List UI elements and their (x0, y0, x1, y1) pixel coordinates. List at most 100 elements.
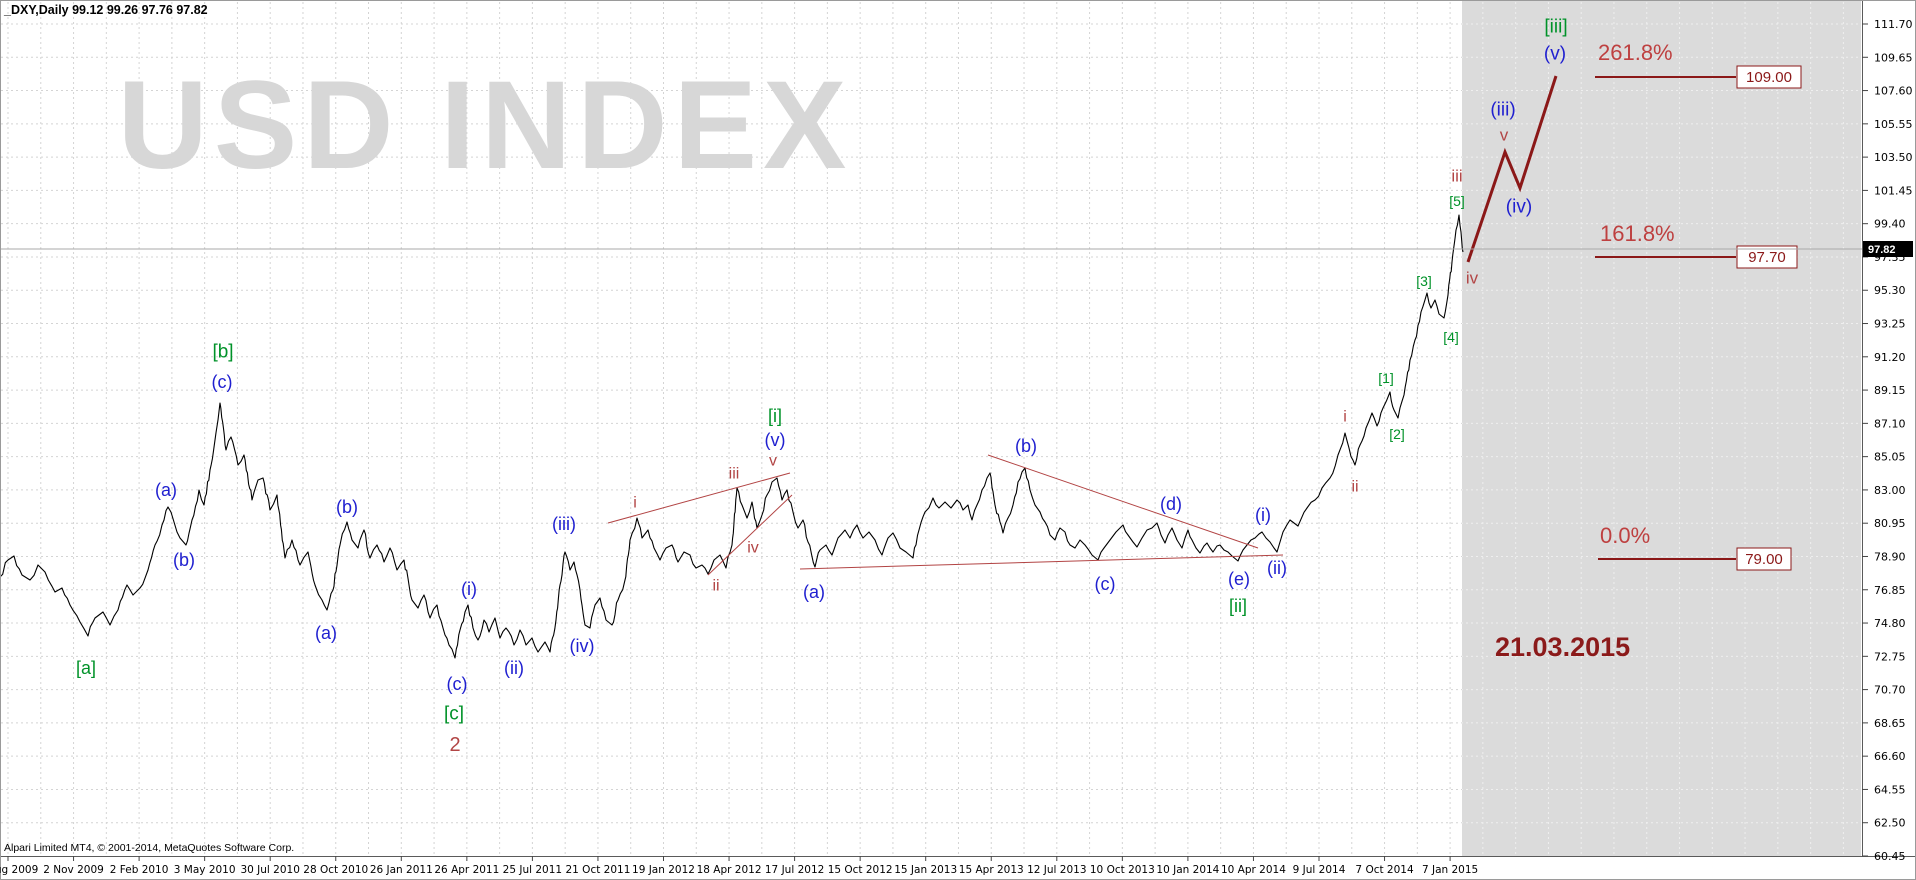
x-axis-label: 18 Apr 2012 (697, 864, 762, 876)
wave-label[interactable]: (e) (1228, 569, 1250, 589)
wave-label[interactable]: [b] (212, 342, 233, 363)
price-series[interactable] (0, 214, 1464, 659)
price-line[interactable] (0, 214, 1464, 659)
y-axis-label: 85.05 (1874, 451, 1906, 464)
watermark: USD INDEX (118, 56, 853, 195)
wave-label[interactable]: (d) (1160, 494, 1182, 514)
wave-label[interactable]: (c) (1095, 574, 1116, 594)
wave-label[interactable]: [1] (1378, 370, 1394, 386)
y-axis-label: 68.65 (1874, 717, 1906, 730)
x-axis-label: 15 Apr 2013 (959, 864, 1024, 876)
wave-label[interactable]: (iii) (552, 514, 576, 534)
current-price-tag (1863, 241, 1913, 257)
wave-label[interactable]: (a) (315, 623, 337, 643)
y-axis-label: 87.10 (1874, 417, 1906, 430)
y-axis-label: 109.65 (1874, 51, 1913, 64)
future-zone (1462, 1, 1861, 856)
x-axis-label: 28 Oct 2010 (303, 864, 368, 876)
wave-label[interactable]: v (769, 453, 777, 470)
fib-level-label: 261.8% (1598, 40, 1673, 65)
wave-label[interactable]: [5] (1449, 193, 1465, 209)
trendline[interactable] (607, 472, 791, 524)
wave-label[interactable]: iv (747, 540, 759, 557)
wave-label[interactable]: [3] (1416, 273, 1432, 289)
wave-label[interactable]: (a) (155, 480, 177, 500)
y-axis-label: 66.60 (1874, 750, 1906, 763)
wave-label[interactable]: iv (1466, 269, 1479, 288)
x-axis-label: 15 Jan 2013 (894, 864, 957, 876)
fib-price-box[interactable] (1736, 65, 1802, 89)
wave-label[interactable]: 2 (449, 734, 460, 756)
wave-label[interactable]: ii (1351, 479, 1358, 496)
x-axis-label: 25 Jul 2011 (503, 864, 562, 876)
wave-label[interactable]: ii (712, 578, 719, 595)
y-axis-label: 107.60 (1874, 85, 1913, 98)
x-axis-label: 2 Feb 2010 (110, 864, 169, 876)
wave-label[interactable]: (v) (765, 430, 786, 450)
wave-label[interactable]: i (1343, 409, 1347, 426)
y-axis-label: 105.55 (1874, 118, 1913, 131)
trendline[interactable] (987, 454, 1259, 549)
wave-label[interactable]: (iii) (1490, 100, 1515, 121)
wave-label[interactable]: [2] (1389, 426, 1405, 442)
x-axis-label: 15 Oct 2012 (828, 864, 893, 876)
wave-label[interactable]: (ii) (1267, 558, 1287, 578)
y-axis-label: 80.95 (1874, 517, 1906, 530)
wave-label[interactable]: (iv) (570, 636, 595, 656)
wave-label[interactable]: (b) (1015, 436, 1037, 456)
wave-label[interactable]: (ii) (504, 658, 524, 678)
forecast-projection-line[interactable] (1466, 75, 1558, 263)
wave-label[interactable]: [i] (768, 406, 782, 426)
x-axis-label: 10 Jan 2014 (1156, 864, 1219, 876)
y-axis-label: 103.50 (1874, 151, 1913, 164)
wave-label[interactable]: (c) (212, 372, 233, 392)
x-axis-label: 12 Jul 2013 (1027, 864, 1086, 876)
y-axis-label: 74.80 (1874, 617, 1906, 630)
wave-label[interactable]: (a) (803, 582, 825, 602)
fib-price-box[interactable] (1736, 547, 1792, 571)
y-axis-label: 70.70 (1874, 684, 1906, 697)
wave-label[interactable]: [ii] (1229, 596, 1247, 616)
price-axis[interactable]: 111.70 109.65 107.60 105.55 103.50 101.45 99.4… (1862, 18, 1913, 863)
fib-level-label: 0.0% (1600, 523, 1650, 548)
fib-price-box[interactable] (1736, 245, 1798, 269)
y-axis-label: 111.70 (1874, 18, 1913, 31)
y-axis-label: 101.45 (1874, 184, 1913, 197)
y-axis-label: 99.40 (1874, 218, 1906, 231)
x-axis-label: 4 Aug 2009 (0, 864, 38, 876)
wave-label[interactable]: (i) (1255, 505, 1271, 525)
wave-label[interactable]: iii (729, 466, 740, 483)
wave-label[interactable]: [c] (444, 704, 464, 725)
wave-label[interactable]: (c) (447, 674, 468, 694)
wave-label[interactable]: iii (1451, 167, 1462, 186)
current-price-value: 97.82 (1868, 244, 1896, 256)
x-axis-label: 19 Jan 2012 (632, 864, 695, 876)
copyright: Alpari Limited MT4, © 2001-2014, MetaQuo… (4, 842, 294, 854)
future-zone-rect (1462, 1, 1861, 856)
wave-label[interactable]: i (633, 495, 637, 512)
wave-label[interactable]: (i) (461, 579, 477, 599)
x-axis-label: 30 Jul 2010 (240, 864, 299, 876)
wave-label[interactable]: (b) (173, 550, 195, 570)
wave-label[interactable]: [a] (76, 658, 96, 678)
wave-label[interactable]: [iii] (1544, 17, 1567, 38)
trendline[interactable] (707, 494, 793, 576)
wave-label[interactable]: v (1500, 126, 1509, 145)
fib-price-value: 97.70 (1748, 249, 1786, 266)
wave-label[interactable]: [4] (1443, 329, 1459, 345)
y-axis-label: 62.50 (1874, 817, 1906, 830)
time-axis[interactable]: 4 Aug 2009 2 Nov 2009 2 Feb 2010 3 May 2010… (0, 856, 1478, 876)
forecast-datestamp[interactable]: 21.03.2015 (1495, 632, 1630, 662)
y-axis-label: 91.20 (1874, 351, 1906, 364)
x-axis-label: 7 Jan 2015 (1422, 864, 1478, 876)
x-axis-label: 7 Oct 2014 (1355, 864, 1414, 876)
trendline[interactable] (799, 554, 1284, 570)
wave-label[interactable]: (iv) (1506, 197, 1532, 218)
wave-label[interactable]: (b) (336, 497, 358, 517)
analyst-objects[interactable]: 261.8% 109.00 161.8% 97.70 0.0% 79.00 [a] [b] [c… (76, 17, 1802, 757)
wave-label[interactable]: (v) (1544, 44, 1566, 65)
x-axis-label: 2 Nov 2009 (43, 864, 104, 876)
